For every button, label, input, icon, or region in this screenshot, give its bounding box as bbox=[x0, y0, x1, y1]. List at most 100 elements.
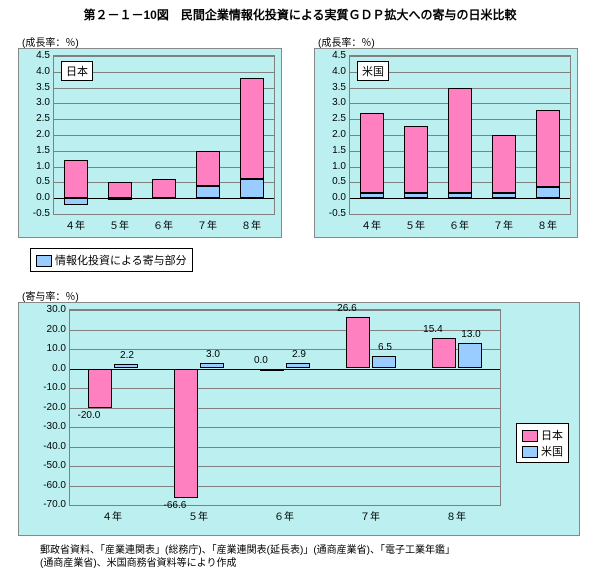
chart-right-title: 米国 bbox=[357, 61, 389, 81]
ytick-label: 2.5 bbox=[332, 113, 346, 124]
bar-pink bbox=[492, 135, 516, 193]
chart-bottom-axis-title: (寄与率：％) bbox=[22, 288, 79, 303]
xtick-label: ５年 bbox=[104, 217, 134, 232]
xtick-label: ６年 bbox=[444, 217, 474, 232]
ytick-label: -60.0 bbox=[43, 480, 66, 491]
xtick-label: ８年 bbox=[532, 217, 562, 232]
bar-blue bbox=[108, 198, 132, 200]
ytick-label: 1.5 bbox=[332, 145, 346, 156]
xtick-label: ４年 bbox=[97, 508, 127, 523]
ytick-label: 2.0 bbox=[36, 129, 50, 140]
data-label-jp: 15.4 bbox=[415, 324, 451, 335]
bar-us bbox=[200, 363, 224, 369]
bar-pink bbox=[536, 110, 560, 187]
bar-us bbox=[458, 343, 482, 368]
bar-pink bbox=[404, 126, 428, 194]
bar-blue bbox=[536, 187, 560, 198]
ytick-label: 1.0 bbox=[36, 161, 50, 172]
bar-pink bbox=[196, 151, 220, 186]
xtick-label: ６年 bbox=[269, 508, 299, 523]
ytick-label: 3.5 bbox=[36, 82, 50, 93]
bar-blue bbox=[404, 193, 428, 198]
ytick-label: 2.0 bbox=[332, 129, 346, 140]
bar-jp bbox=[260, 369, 284, 371]
data-label-us: 6.5 bbox=[367, 342, 403, 353]
ytick-label: 4.5 bbox=[36, 50, 50, 61]
bar-pink bbox=[108, 182, 132, 198]
ytick-label: 3.0 bbox=[36, 97, 50, 108]
data-label-us: 3.0 bbox=[195, 349, 231, 360]
chart-left-axis-title: (成長率：％) bbox=[22, 34, 79, 49]
ytick-label: 1.0 bbox=[332, 161, 346, 172]
chart-left: -0.5 0.0 0.5 1.0 1.5 2.0 2.5 3.0 3.5 4.0 4.5 日本 ４年… bbox=[18, 48, 282, 238]
bar-pink bbox=[448, 88, 472, 194]
data-label-jp: 26.6 bbox=[329, 303, 365, 314]
chart-bottom: -70.0 -60.0 -50.0 -40.0 -30.0 -20.0 -10.0 0.0 10… bbox=[18, 302, 580, 536]
data-label-us: 2.9 bbox=[281, 349, 317, 360]
ytick-label: 4.5 bbox=[332, 50, 346, 61]
ytick-label: 2.5 bbox=[36, 113, 50, 124]
xtick-label: ７年 bbox=[192, 217, 222, 232]
legend-top-label: 情報化投資による寄与部分 bbox=[55, 255, 187, 267]
ytick-label: -40.0 bbox=[43, 441, 66, 452]
legend-top: 情報化投資による寄与部分 bbox=[30, 248, 193, 272]
ytick-label: 4.0 bbox=[36, 66, 50, 77]
ytick-label: -0.5 bbox=[33, 208, 50, 219]
ytick-label: 0.0 bbox=[36, 192, 50, 203]
ytick-label: -20.0 bbox=[43, 402, 66, 413]
xtick-label: ７年 bbox=[355, 508, 385, 523]
ytick-label: 20.0 bbox=[47, 324, 66, 335]
chart-left-title: 日本 bbox=[61, 61, 93, 81]
ytick-label: 30.0 bbox=[47, 304, 66, 315]
xtick-label: ６年 bbox=[148, 217, 178, 232]
ytick-label: 0.5 bbox=[332, 176, 346, 187]
footnote: 郵政省資料、「産業連関表」(総務庁)、「産業連関表(延長表)」(通商産業省)、「… bbox=[40, 544, 560, 570]
xtick-label: ８年 bbox=[236, 217, 266, 232]
bar-jp bbox=[88, 369, 112, 408]
bar-us bbox=[286, 363, 310, 369]
bar-blue bbox=[360, 193, 384, 198]
bar-us bbox=[114, 364, 138, 368]
legend-swatch-us bbox=[522, 446, 538, 458]
bar-blue bbox=[196, 186, 220, 199]
ytick-label: 3.5 bbox=[332, 82, 346, 93]
ytick-label: 10.0 bbox=[47, 343, 66, 354]
data-label-jp: 0.0 bbox=[243, 355, 279, 366]
bar-pink bbox=[64, 160, 88, 198]
chart-right: -0.50.00.51.01.52.02.53.03.54.04.5 米国 ４年… bbox=[314, 48, 578, 238]
bar-jp bbox=[174, 369, 198, 499]
bar-pink bbox=[152, 179, 176, 198]
ytick-label: -10.0 bbox=[43, 382, 66, 393]
legend-us-label: 米国 bbox=[541, 446, 563, 458]
ytick-label: 0.0 bbox=[332, 192, 346, 203]
ytick-label: 0.0 bbox=[52, 363, 66, 374]
bar-blue bbox=[492, 193, 516, 198]
bar-blue bbox=[448, 193, 472, 198]
bar-us bbox=[372, 356, 396, 369]
ytick-label: -30.0 bbox=[43, 421, 66, 432]
xtick-label: ８年 bbox=[441, 508, 471, 523]
ytick-label: -0.5 bbox=[329, 208, 346, 219]
xtick-label: ４年 bbox=[60, 217, 90, 232]
bar-pink bbox=[240, 78, 264, 179]
page-title: 第２－１－10図 民間企業情報化投資による実質ＧＤＰ拡大への寄与の日米比較 bbox=[0, 0, 600, 23]
data-label-jp: -20.0 bbox=[71, 410, 107, 421]
ytick-label: 3.0 bbox=[332, 97, 346, 108]
bar-blue bbox=[64, 198, 88, 204]
chart-right-axis-title: (成長率：％) bbox=[318, 34, 375, 49]
ytick-label: 1.5 bbox=[36, 145, 50, 156]
legend-swatch-blue bbox=[36, 255, 52, 267]
xtick-label: ４年 bbox=[356, 217, 386, 232]
xtick-label: ５年 bbox=[400, 217, 430, 232]
data-label-us: 2.2 bbox=[109, 350, 145, 361]
legend-jp-label: 日本 bbox=[541, 430, 563, 442]
ytick-label: -70.0 bbox=[43, 499, 66, 510]
bar-pink bbox=[360, 113, 384, 194]
ytick-label: -50.0 bbox=[43, 460, 66, 471]
legend-swatch-jp bbox=[522, 430, 538, 442]
data-label-us: 13.0 bbox=[453, 329, 489, 340]
xtick-label: ７年 bbox=[488, 217, 518, 232]
ytick-label: 0.5 bbox=[36, 176, 50, 187]
bar-blue bbox=[240, 179, 264, 198]
legend-bottom: 日本 米国 bbox=[516, 423, 569, 463]
